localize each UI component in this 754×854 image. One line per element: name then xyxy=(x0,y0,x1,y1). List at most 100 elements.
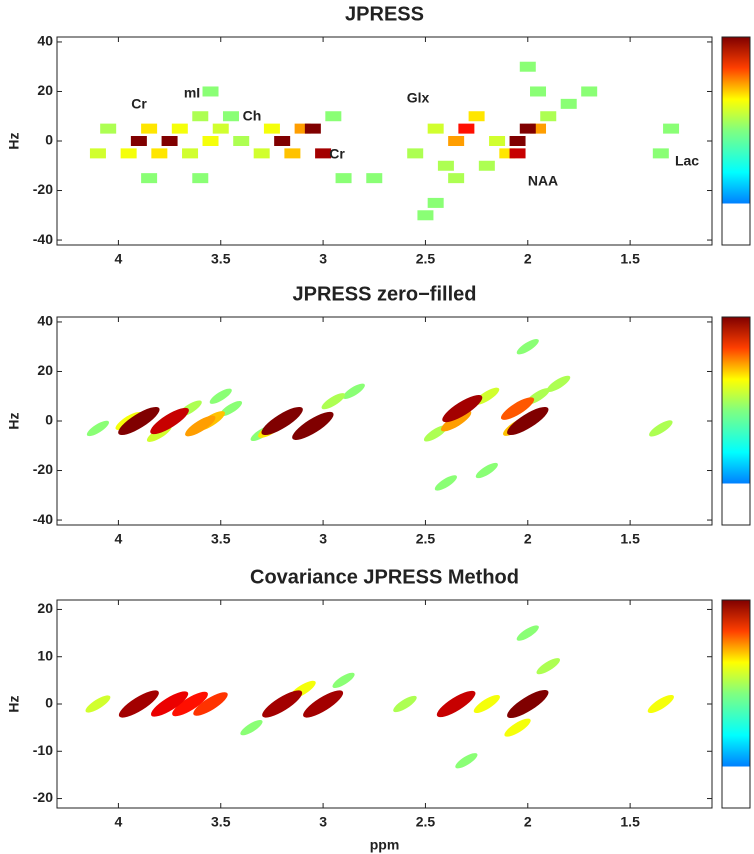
colorbar xyxy=(721,36,751,246)
peak xyxy=(85,695,111,713)
cell xyxy=(530,86,547,97)
chart-title: JPRESS zero−filled xyxy=(293,283,477,305)
cell xyxy=(304,123,321,134)
peak xyxy=(440,410,472,432)
chart-title: JPRESS xyxy=(345,3,424,25)
cell xyxy=(366,173,383,184)
cell xyxy=(171,123,188,134)
x-tick-label: 2.5 xyxy=(416,251,436,267)
cell xyxy=(182,148,199,159)
y-axis-label: Hz xyxy=(6,132,22,149)
x-tick-label: 2.5 xyxy=(416,814,436,830)
peak xyxy=(118,690,159,718)
peak xyxy=(546,375,571,392)
y-tick-label: 0 xyxy=(45,412,53,428)
peak xyxy=(209,388,232,404)
peak xyxy=(455,753,478,769)
cell xyxy=(448,173,465,184)
colorbar xyxy=(721,599,751,809)
cell xyxy=(151,148,168,159)
cell xyxy=(530,123,547,134)
y-tick-label: 20 xyxy=(37,600,53,616)
cell xyxy=(130,136,147,146)
axes-frame xyxy=(56,599,713,809)
peak xyxy=(321,393,346,410)
annotation: Cr xyxy=(131,96,147,112)
cell xyxy=(100,123,117,134)
peak xyxy=(504,718,531,737)
cell xyxy=(315,148,332,159)
x-tick-label: 3 xyxy=(319,531,327,547)
y-tick-label: -10 xyxy=(33,742,53,758)
peak xyxy=(261,406,303,436)
x-tick-label: 1.5 xyxy=(620,814,640,830)
y-axis-label: Hz xyxy=(6,412,22,429)
cell xyxy=(294,123,311,134)
cell xyxy=(458,123,475,134)
cell xyxy=(202,136,219,146)
peak xyxy=(342,383,365,399)
cell xyxy=(478,160,495,171)
peak xyxy=(262,690,303,718)
cell xyxy=(233,136,250,146)
cell xyxy=(192,173,209,184)
cell xyxy=(560,98,577,109)
y-tick-label: -20 xyxy=(33,789,53,805)
cell xyxy=(448,136,465,146)
x-tick-label: 3.5 xyxy=(211,531,231,547)
peak xyxy=(649,420,673,437)
cell xyxy=(192,111,209,122)
peak xyxy=(436,690,476,718)
peak xyxy=(118,406,160,436)
x-tick-label: 4 xyxy=(115,814,123,830)
peak xyxy=(150,407,189,435)
y-tick-label: -20 xyxy=(33,181,53,197)
annotation: mI xyxy=(184,85,200,101)
cell xyxy=(509,148,526,159)
cell xyxy=(652,148,669,159)
annotation: Lac xyxy=(675,153,699,169)
axes-frame xyxy=(56,36,713,246)
cell xyxy=(489,136,506,146)
x-tick-label: 3.5 xyxy=(211,814,231,830)
cell xyxy=(141,173,158,184)
y-tick-label: 0 xyxy=(45,695,53,711)
y-tick-label: 40 xyxy=(37,313,53,329)
peak xyxy=(150,691,189,717)
cell xyxy=(212,123,229,134)
x-tick-label: 3 xyxy=(319,814,327,830)
y-tick-label: 10 xyxy=(37,647,53,663)
peak xyxy=(473,694,500,714)
y-tick-label: 20 xyxy=(37,82,53,98)
annotation: Cr xyxy=(329,146,345,162)
x-tick-label: 2 xyxy=(524,251,532,267)
peak xyxy=(434,475,457,491)
y-axis-label: Hz xyxy=(6,695,22,712)
cell xyxy=(274,136,291,146)
peak xyxy=(240,719,263,736)
cell xyxy=(335,173,352,184)
x-tick-label: 3.5 xyxy=(211,251,231,267)
cell xyxy=(468,111,485,122)
plot-area xyxy=(85,625,674,769)
peak xyxy=(292,411,334,440)
chart-title: Covariance JPRESS Method xyxy=(250,566,519,588)
cell xyxy=(120,148,137,159)
annotation: NAA xyxy=(528,173,558,189)
cell xyxy=(519,123,536,134)
cell xyxy=(581,86,598,97)
x-axis-label: ppm xyxy=(370,837,400,853)
cell xyxy=(161,136,178,146)
peak xyxy=(516,339,539,355)
cell xyxy=(325,111,342,122)
y-tick-label: -40 xyxy=(33,231,53,247)
peak xyxy=(647,694,674,714)
y-tick-label: -40 xyxy=(33,511,53,527)
cell xyxy=(263,123,280,134)
x-tick-label: 2.5 xyxy=(416,531,436,547)
peak xyxy=(219,400,243,417)
cell xyxy=(202,86,219,97)
x-tick-label: 1.5 xyxy=(620,531,640,547)
peak xyxy=(193,692,228,716)
x-tick-label: 2 xyxy=(524,531,532,547)
